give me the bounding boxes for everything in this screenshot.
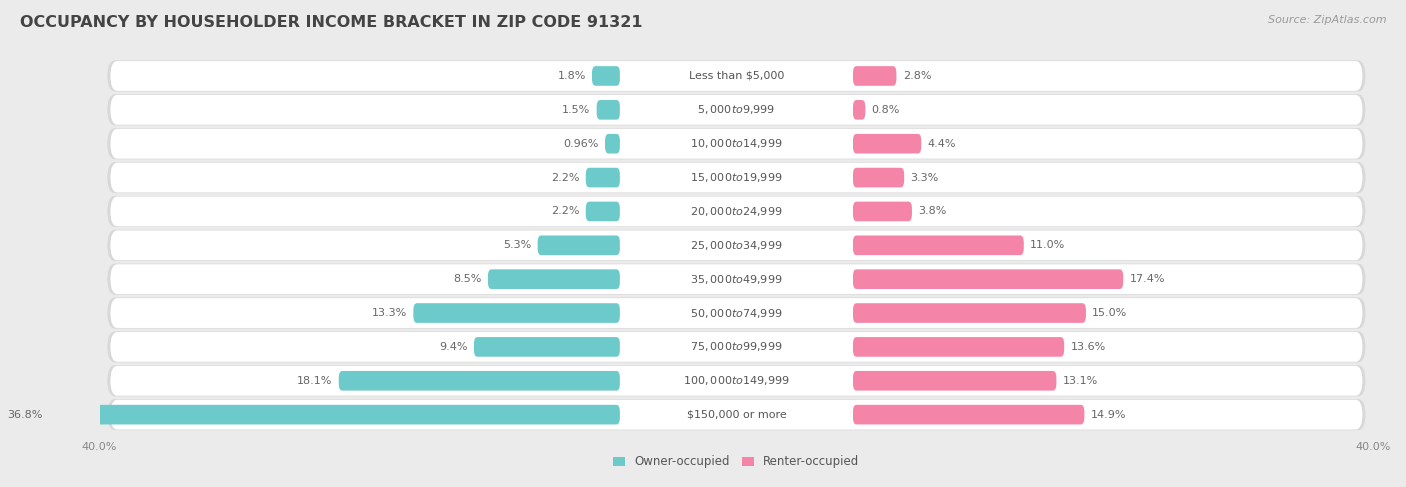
Text: 2.2%: 2.2% [551,172,579,183]
Text: $75,000 to $99,999: $75,000 to $99,999 [690,340,783,354]
Text: 4.4%: 4.4% [928,139,956,149]
FancyBboxPatch shape [111,230,1362,260]
FancyBboxPatch shape [107,298,1365,329]
FancyBboxPatch shape [620,100,853,120]
FancyBboxPatch shape [111,264,1362,294]
FancyBboxPatch shape [111,298,1362,328]
FancyBboxPatch shape [853,236,1024,255]
FancyBboxPatch shape [853,405,1084,425]
FancyBboxPatch shape [605,134,620,153]
Text: 2.2%: 2.2% [551,206,579,216]
FancyBboxPatch shape [586,202,620,221]
FancyBboxPatch shape [537,236,620,255]
FancyBboxPatch shape [111,400,1362,430]
FancyBboxPatch shape [107,60,1365,92]
Text: 15.0%: 15.0% [1092,308,1128,318]
Legend: Owner-occupied, Renter-occupied: Owner-occupied, Renter-occupied [609,450,865,473]
Text: 13.3%: 13.3% [371,308,408,318]
FancyBboxPatch shape [111,95,1362,125]
Text: $35,000 to $49,999: $35,000 to $49,999 [690,273,783,286]
FancyBboxPatch shape [413,303,620,323]
Text: 18.1%: 18.1% [297,376,333,386]
FancyBboxPatch shape [620,405,853,425]
FancyBboxPatch shape [586,168,620,187]
FancyBboxPatch shape [107,230,1365,261]
Text: Source: ZipAtlas.com: Source: ZipAtlas.com [1268,15,1386,25]
Text: 3.3%: 3.3% [911,172,939,183]
FancyBboxPatch shape [620,236,853,255]
FancyBboxPatch shape [107,94,1365,126]
FancyBboxPatch shape [620,337,853,357]
Text: 13.1%: 13.1% [1063,376,1098,386]
Text: $150,000 or more: $150,000 or more [686,410,786,420]
Text: 0.8%: 0.8% [872,105,900,115]
FancyBboxPatch shape [853,371,1056,391]
Text: 0.96%: 0.96% [564,139,599,149]
FancyBboxPatch shape [853,303,1085,323]
Text: 17.4%: 17.4% [1129,274,1166,284]
FancyBboxPatch shape [111,61,1362,91]
FancyBboxPatch shape [853,269,1123,289]
FancyBboxPatch shape [48,405,620,425]
Text: 14.9%: 14.9% [1091,410,1126,420]
Text: $10,000 to $14,999: $10,000 to $14,999 [690,137,783,150]
Text: 5.3%: 5.3% [503,240,531,250]
FancyBboxPatch shape [107,128,1365,159]
Text: $50,000 to $74,999: $50,000 to $74,999 [690,306,783,319]
Text: $5,000 to $9,999: $5,000 to $9,999 [697,103,776,116]
FancyBboxPatch shape [596,100,620,120]
Text: 1.5%: 1.5% [562,105,591,115]
Text: 8.5%: 8.5% [453,274,482,284]
FancyBboxPatch shape [853,134,921,153]
Text: 13.6%: 13.6% [1070,342,1105,352]
Text: Less than $5,000: Less than $5,000 [689,71,785,81]
FancyBboxPatch shape [111,366,1362,395]
FancyBboxPatch shape [620,202,853,221]
FancyBboxPatch shape [853,66,897,86]
FancyBboxPatch shape [107,162,1365,193]
FancyBboxPatch shape [107,196,1365,227]
FancyBboxPatch shape [853,100,865,120]
FancyBboxPatch shape [111,163,1362,192]
FancyBboxPatch shape [620,303,853,323]
FancyBboxPatch shape [107,263,1365,295]
Text: $15,000 to $19,999: $15,000 to $19,999 [690,171,783,184]
FancyBboxPatch shape [620,269,853,289]
FancyBboxPatch shape [111,129,1362,159]
FancyBboxPatch shape [111,197,1362,226]
Text: 36.8%: 36.8% [7,410,42,420]
FancyBboxPatch shape [620,371,853,391]
FancyBboxPatch shape [488,269,620,289]
Text: 2.8%: 2.8% [903,71,931,81]
FancyBboxPatch shape [620,66,853,86]
FancyBboxPatch shape [107,365,1365,396]
FancyBboxPatch shape [111,332,1362,362]
FancyBboxPatch shape [339,371,620,391]
Text: 9.4%: 9.4% [439,342,468,352]
Text: 11.0%: 11.0% [1031,240,1066,250]
FancyBboxPatch shape [853,168,904,187]
Text: $25,000 to $34,999: $25,000 to $34,999 [690,239,783,252]
Text: 3.8%: 3.8% [918,206,946,216]
FancyBboxPatch shape [107,399,1365,430]
FancyBboxPatch shape [592,66,620,86]
Text: $20,000 to $24,999: $20,000 to $24,999 [690,205,783,218]
FancyBboxPatch shape [474,337,620,357]
FancyBboxPatch shape [853,337,1064,357]
Text: $100,000 to $149,999: $100,000 to $149,999 [683,375,790,387]
FancyBboxPatch shape [853,202,912,221]
Text: OCCUPANCY BY HOUSEHOLDER INCOME BRACKET IN ZIP CODE 91321: OCCUPANCY BY HOUSEHOLDER INCOME BRACKET … [20,15,643,30]
FancyBboxPatch shape [620,134,853,153]
FancyBboxPatch shape [107,331,1365,362]
Text: 1.8%: 1.8% [557,71,586,81]
FancyBboxPatch shape [620,168,853,187]
